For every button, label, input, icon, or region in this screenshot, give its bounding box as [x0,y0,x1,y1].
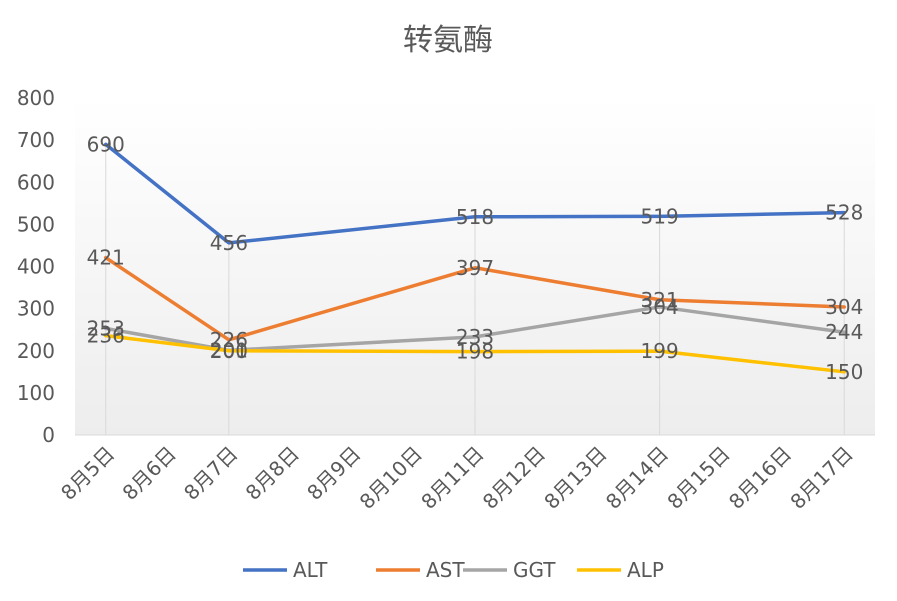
y-tick-label: 800 [17,86,55,110]
data-label-alp: 199 [641,339,679,363]
data-label-ast: 304 [825,295,863,319]
x-tick-label: 8月17日 [786,442,858,514]
legend-label-ast: AST [426,558,465,582]
y-tick-label: 200 [17,339,55,363]
y-tick-label: 400 [17,255,55,279]
x-tick-label: 8月15日 [662,442,734,514]
data-label-ggt: 253 [87,316,125,340]
data-label-alt: 456 [210,231,248,255]
data-label-alt: 528 [825,201,863,225]
y-axis: 0 100 200 300 400 500 600 700 800 [17,86,55,447]
x-tick-label: 8月16日 [724,442,796,514]
data-label-alp: 198 [456,340,494,364]
data-label-alp: 150 [825,360,863,384]
data-label-ast: 397 [456,256,494,280]
data-label-ggt: 201 [210,338,248,362]
y-tick-label: 500 [17,212,55,236]
x-tick-label: 8月14日 [601,442,673,514]
legend-label-alt: ALT [293,558,328,582]
series-line-alp [104,333,846,374]
y-tick-label: 0 [42,423,55,447]
data-label-ast: 421 [87,246,125,270]
data-label-alt: 519 [641,204,679,228]
x-tick-label: 8月10日 [355,442,427,514]
x-axis: 8月5日8月6日8月7日8月8日8月9日8月10日8月11日8月12日8月13日… [56,442,858,514]
x-tick-label: 8月7日 [179,442,242,505]
legend-label-alp: ALP [627,558,664,582]
chart-title: 转氨酶 [403,23,493,58]
y-tick-label: 700 [17,128,55,152]
x-tick-label: 8月8日 [241,442,304,505]
series-line-alt [104,142,846,245]
y-tick-label: 300 [17,297,55,321]
y-tick-label: 100 [17,381,55,405]
data-label-ggt: 304 [641,295,679,319]
y-tick-label: 600 [17,170,55,194]
data-label-alp: 236 [87,324,125,348]
data-label-ggt: 244 [825,320,863,344]
x-tick-label: 8月12日 [478,442,550,514]
data-label-alt: 518 [456,205,494,229]
data-label-ggt: 233 [456,325,494,349]
legend: ALT AST GGT ALP [243,558,664,582]
data-label-ast: 321 [641,288,679,312]
series-line-ggt [104,305,846,353]
x-tick-label: 8月6日 [118,442,181,505]
x-tick-label: 8月13日 [539,442,611,514]
series-line-ast [104,255,846,342]
x-tick-label: 8月11日 [416,442,488,514]
series-group [104,142,846,374]
x-tick-label: 8月5日 [56,442,119,505]
data-label-ast: 226 [210,328,248,352]
data-label-alt: 690 [87,132,125,156]
data-label-alp: 200 [210,339,248,363]
legend-label-ggt: GGT [513,558,556,582]
